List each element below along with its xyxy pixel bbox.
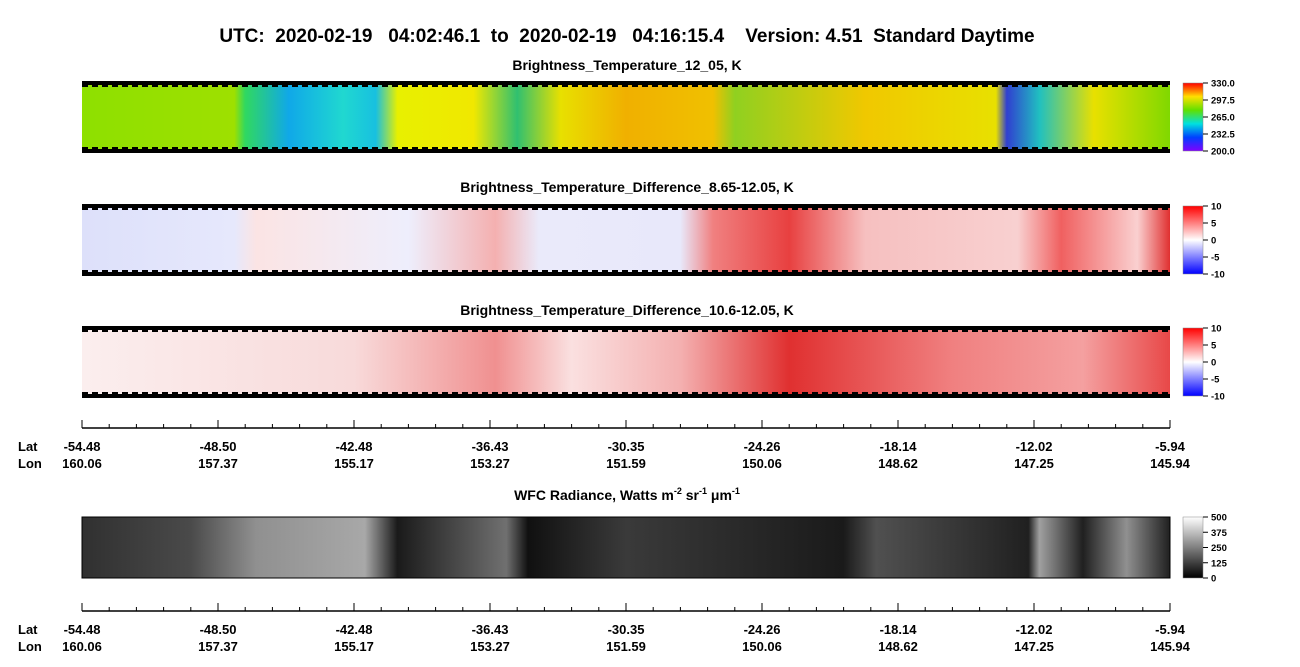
colorbar-tick-label: 10 [1211,202,1222,213]
lon-label: Lon [18,639,42,654]
lon-tick-label: 147.25 [1014,639,1054,654]
page-title: UTC: 2020-02-19 04:02:46.1 to 2020-02-19… [219,26,1034,47]
lat-tick-label: -48.50 [200,439,237,454]
lon-tick-label: 155.17 [334,456,374,471]
panel-title: Brightness_Temperature_12_05, K [512,57,741,73]
lon-tick-label: 155.17 [334,639,374,654]
colorbar-tick-label: -5 [1211,253,1220,264]
image-strip [82,83,1170,151]
strip-frame [81,516,1171,579]
colorbar-tick-label: 232.5 [1211,130,1235,141]
lat-tick-label: -42.48 [336,439,373,454]
colorbar-tick-label: 125 [1211,558,1228,569]
lat-tick-label: -36.43 [472,622,509,637]
lat-tick-label: -30.35 [608,439,645,454]
colorbar-tick-label: 5 [1211,341,1217,352]
lon-tick-label: 145.94 [1150,639,1191,654]
panel-title: WFC Radiance, Watts m-2 sr-1 μm-1 [514,486,740,503]
lat-tick-label: -5.94 [1155,439,1185,454]
colorbar-tick-label: 297.5 [1211,96,1235,107]
lat-label: Lat [18,622,38,637]
lon-tick-label: 151.59 [606,456,646,471]
colorbar-tick-label: -10 [1211,270,1225,281]
title-part: -1 [732,486,740,496]
lat-tick-label: -36.43 [472,439,509,454]
colorbar-tick-label: 330.0 [1211,79,1235,90]
lon-tick-label: 157.37 [198,456,238,471]
colorbar [1182,205,1204,275]
title-part: sr [682,487,700,503]
lat-tick-label: -12.02 [1016,439,1053,454]
colorbar-tick-label: 250 [1211,543,1227,554]
colorbar-tick-label: 0 [1211,574,1216,585]
lon-tick-label: 160.06 [62,456,102,471]
image-strip [82,517,1170,578]
colorbar [1182,82,1204,152]
lat-tick-label: -54.48 [64,622,101,637]
panel-title: Brightness_Temperature_Difference_10.6-1… [460,302,794,318]
lon-tick-label: 153.27 [470,639,510,654]
image-strip [82,328,1170,396]
lat-label: Lat [18,439,38,454]
lat-tick-label: -48.50 [200,622,237,637]
colorbar-tick-label: -10 [1211,392,1225,403]
title-part: -1 [699,486,707,496]
colorbar-tick-label: 200.0 [1211,147,1235,158]
colorbar-tick-label: 265.0 [1211,113,1235,124]
panel-title: Brightness_Temperature_Difference_8.65-1… [460,179,794,195]
lon-tick-label: 145.94 [1150,456,1191,471]
image-strip [82,206,1170,274]
lon-tick-label: 151.59 [606,639,646,654]
lon-tick-label: 157.37 [198,639,238,654]
lon-tick-label: 150.06 [742,456,782,471]
colorbar-tick-label: 500 [1211,513,1227,524]
lon-tick-label: 148.62 [878,639,918,654]
lat-tick-label: -54.48 [64,439,101,454]
lon-tick-label: 148.62 [878,456,918,471]
colorbar-tick-label: 0 [1211,358,1216,369]
lon-label: Lon [18,456,42,471]
lon-tick-label: 150.06 [742,639,782,654]
title-part: WFC Radiance, Watts m [514,487,674,503]
title-part: -2 [674,486,682,496]
colorbar-tick-label: 0 [1211,236,1216,247]
lon-tick-label: 153.27 [470,456,510,471]
lat-tick-label: -42.48 [336,622,373,637]
lon-tick-label: 147.25 [1014,456,1054,471]
colorbar-tick-label: 10 [1211,324,1222,335]
lat-tick-label: -18.14 [880,622,918,637]
title-part: μm [707,487,732,503]
colorbar-tick-label: 375 [1211,528,1228,539]
colorbar [1182,327,1204,397]
colorbar [1182,516,1204,579]
lat-tick-label: -18.14 [880,439,918,454]
lat-tick-label: -24.26 [744,439,781,454]
lat-tick-label: -5.94 [1155,622,1185,637]
lat-tick-label: -24.26 [744,622,781,637]
colorbar-tick-label: -5 [1211,375,1220,386]
colorbar-tick-label: 5 [1211,219,1217,230]
lon-tick-label: 160.06 [62,639,102,654]
lat-tick-label: -12.02 [1016,622,1053,637]
lat-tick-label: -30.35 [608,622,645,637]
